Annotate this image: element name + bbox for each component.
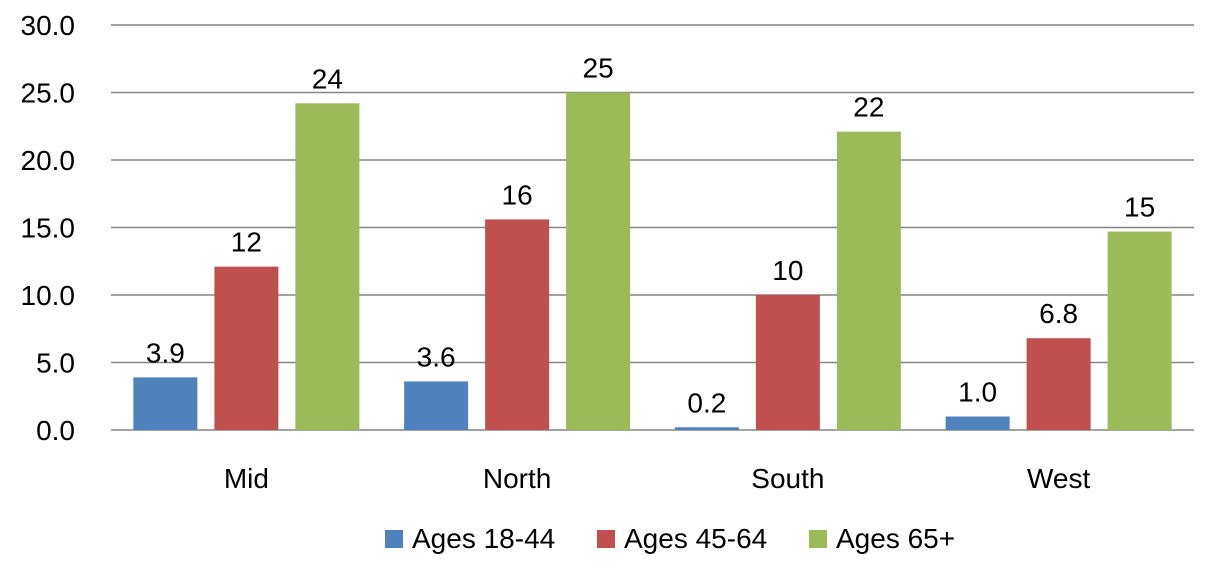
y-tick-label: 0.0 — [36, 415, 75, 446]
y-tick-label: 5.0 — [36, 348, 75, 379]
x-category-label: West — [1027, 463, 1090, 494]
legend-label: Ages 18-44 — [412, 523, 555, 554]
legend-label: Ages 65+ — [836, 523, 955, 554]
data-label: 3.6 — [417, 341, 456, 372]
y-tick-label: 15.0 — [21, 213, 76, 244]
data-label: 1.0 — [958, 377, 997, 408]
legend-swatch — [597, 530, 615, 548]
bar — [404, 381, 469, 430]
bar — [1107, 231, 1172, 430]
data-labels: 3.9 12 24 3.6 16 25 0.2 10 22 1.0 6.8 15 — [146, 53, 1155, 419]
data-label: 25 — [583, 53, 614, 84]
y-tick-label: 30.0 — [21, 10, 76, 41]
bar — [755, 295, 820, 430]
legend: Ages 18-44 Ages 45-64 Ages 65+ — [385, 523, 955, 554]
bars — [133, 92, 1172, 431]
bar — [836, 131, 901, 430]
data-label: 3.9 — [146, 337, 185, 368]
gridlines — [111, 24, 1194, 431]
legend-swatch — [809, 530, 827, 548]
bar — [566, 92, 631, 430]
y-tick-label: 10.0 — [21, 280, 76, 311]
data-label: 22 — [853, 92, 884, 123]
legend-swatch — [385, 530, 403, 548]
x-category-label: Mid — [224, 463, 269, 494]
bar — [674, 427, 739, 430]
bar — [295, 103, 360, 431]
bar — [214, 266, 279, 430]
data-label: 12 — [231, 227, 262, 258]
data-label: 16 — [502, 179, 533, 210]
x-axis-category-labels: Mid North South West — [224, 463, 1091, 494]
data-label: 24 — [312, 63, 343, 94]
legend-label: Ages 45-64 — [624, 523, 767, 554]
y-tick-label: 25.0 — [21, 78, 76, 109]
bar — [485, 219, 550, 430]
x-category-label: South — [751, 463, 824, 494]
bar — [945, 416, 1010, 430]
y-axis-tick-labels: 0.0 5.0 10.0 15.0 20.0 25.0 30.0 — [21, 10, 76, 446]
data-label: 0.2 — [687, 387, 726, 418]
x-category-label: North — [483, 463, 551, 494]
data-label: 6.8 — [1039, 298, 1078, 329]
data-label: 15 — [1124, 192, 1155, 223]
data-label: 10 — [772, 255, 803, 286]
y-tick-label: 20.0 — [21, 145, 76, 176]
bar — [133, 377, 198, 430]
bar — [1026, 338, 1091, 430]
